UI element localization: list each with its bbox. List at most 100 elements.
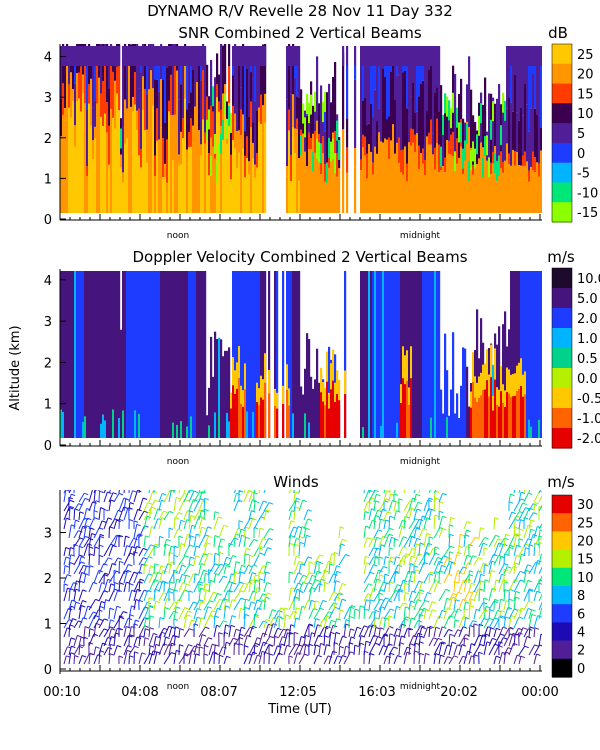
wind-barb [238,535,243,548]
snr-cell [410,128,413,146]
wind-barb [133,546,138,557]
snr-cell [204,132,207,144]
snr-cell [84,57,87,104]
wind-barb [458,616,464,629]
snr-cell [192,143,195,213]
doppler-cell [124,271,127,438]
snr-cell [186,164,189,213]
doppler-cell [106,271,109,438]
wind-barb [147,502,153,505]
snr-cell [220,109,223,127]
wind-barb [469,605,475,608]
snr-cell [160,46,163,66]
wind-barb [108,636,112,647]
wind-barb [68,582,74,593]
wind-barb [405,592,410,595]
wind-barb [326,615,332,619]
snr-cell [260,94,263,124]
snr-colorbar-unit: dB [548,24,568,42]
wind-barb [288,624,292,638]
wind-barb [258,642,264,656]
snr-cell [134,104,137,213]
doppler-cell [400,384,403,404]
wind-barb [248,601,252,611]
wind-barb [393,482,397,484]
snr-cell [216,53,219,85]
wind-barb [368,538,374,548]
wind-barb [500,610,506,613]
wind-barb [510,544,515,548]
doppler-cell [94,271,97,438]
doppler-cell [524,371,527,395]
wind-barb [173,618,178,621]
wind-barb [366,599,371,602]
wind-barb [339,526,345,529]
wind-barb [68,562,71,575]
doppler-cell [510,271,513,438]
snr-cell [536,175,539,213]
snr-cell [188,46,191,66]
wind-barb [238,485,242,487]
wind-barb [468,574,474,577]
doppler-cell [508,369,511,394]
colorbar-tick-label: 0.0 [577,372,598,387]
wind-barb [163,636,166,647]
wind-barb [466,529,471,533]
wind-barb [354,644,359,648]
wind-barb [123,635,129,647]
wind-barb [215,644,220,647]
wind-barb [78,536,86,548]
snr-cell [388,66,391,117]
snr-cell [492,151,495,164]
wind-barb [198,490,201,494]
colorbar-tick-label: 20 [577,68,594,83]
wind-barb [258,510,266,521]
wind-barb [433,490,437,494]
snr-cell [360,159,363,171]
wind-barb [423,592,428,602]
snr-cell [412,82,415,130]
snr-cell [378,66,381,109]
wind-barb [126,545,131,548]
wind-barb [307,509,312,512]
wind-barb [243,627,251,638]
colorbar-frame [551,267,573,449]
doppler-cell [282,271,285,438]
snr-cell [316,138,319,159]
wind-barb [266,619,271,622]
wind-barb [188,490,195,503]
wind-barb [448,534,451,548]
snr-cell [78,98,81,213]
wind-barb [378,574,380,584]
doppler-cell [228,421,231,438]
snr-cell [88,103,91,213]
doppler-cell [330,363,333,390]
wind-barb [219,654,224,658]
wind-barb [474,536,480,540]
snr-cell [532,66,535,75]
wind-barb [63,587,68,602]
wind-barb [293,582,299,593]
wind-barb [288,587,292,602]
doppler-cell [170,271,173,438]
snr-cell [110,108,113,213]
wind-barb [130,482,134,484]
doppler-cell [442,413,445,438]
snr-cell [208,175,211,213]
wind-barb [82,600,87,603]
wind-barb [398,602,404,611]
wind-barb [413,599,418,611]
wind-barb [158,643,164,656]
wind-barb [458,644,463,656]
wind-barb [83,653,90,665]
snr-cell [518,46,521,66]
colorbar-tick-label: 10 [577,571,594,586]
wind-barb [443,598,448,611]
snr-cell [310,94,313,115]
snr-cell [354,147,357,168]
doppler-cell [178,271,181,438]
snr-cell [416,46,419,66]
wind-barb [520,579,525,582]
doppler-cell [460,385,463,438]
snr-cell [76,46,79,66]
